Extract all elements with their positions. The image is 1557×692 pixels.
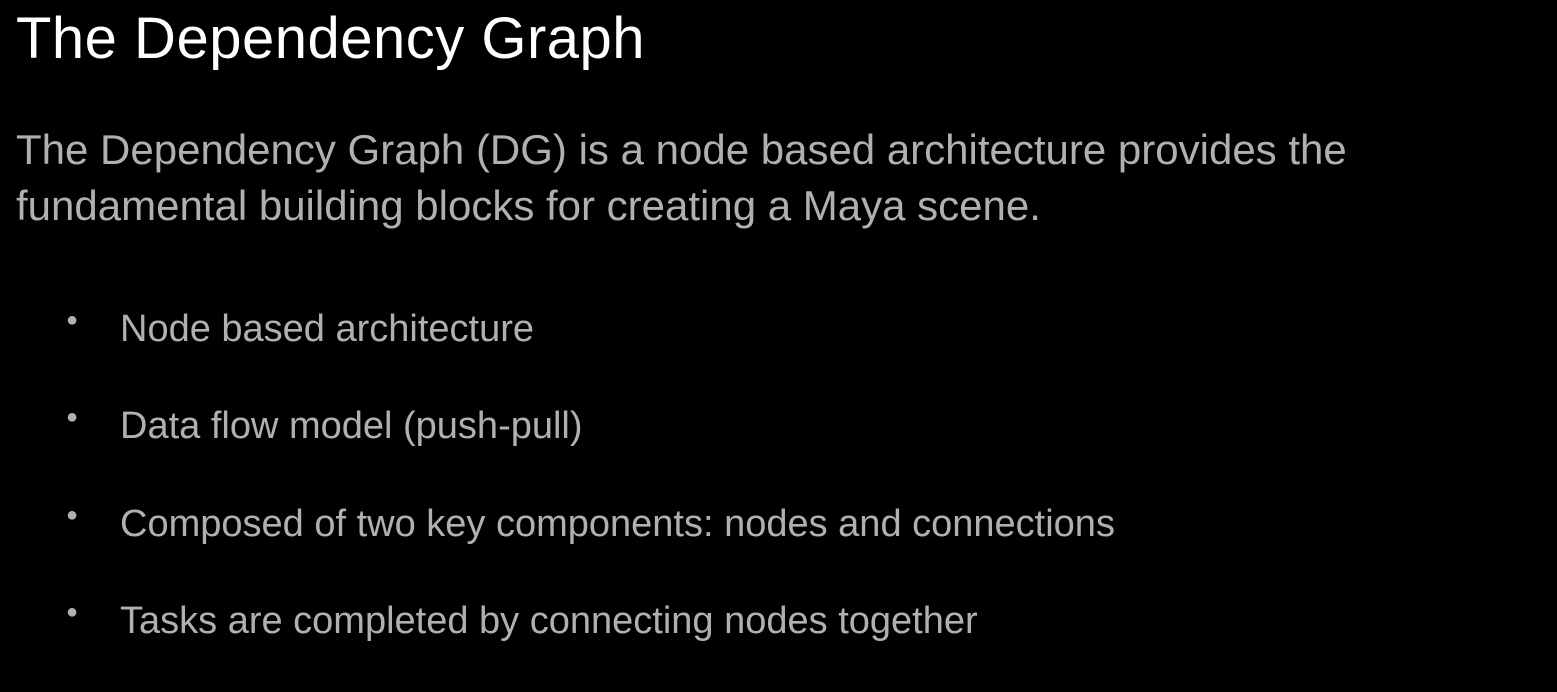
slide-description: The Dependency Graph (DG) is a node base…: [16, 122, 1536, 235]
bullet-item: Data flow model (push-pull): [66, 402, 1541, 451]
bullet-item: Node based architecture: [66, 305, 1541, 354]
bullet-list: Node based architecture Data flow model …: [16, 305, 1541, 647]
bullet-item: Tasks are completed by connecting nodes …: [66, 597, 1541, 646]
slide-title: The Dependency Graph: [16, 4, 1541, 74]
bullet-item: Composed of two key components: nodes an…: [66, 500, 1541, 549]
